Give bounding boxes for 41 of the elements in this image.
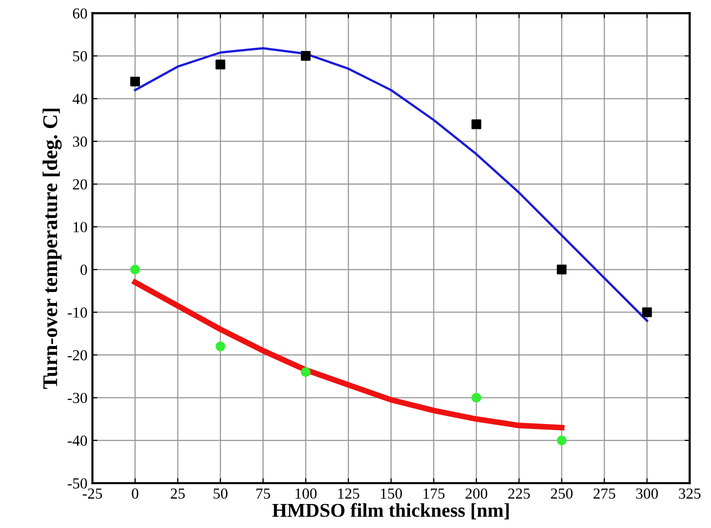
- point: [472, 392, 482, 403]
- x-tick-label: 0: [132, 488, 138, 499]
- x-tick-label: 250: [550, 488, 573, 499]
- x-tick-label: 325: [678, 488, 701, 499]
- x-axis-title: HMDSO film thickness [nm]: [272, 503, 509, 520]
- y-tick-label: 20: [72, 179, 87, 190]
- x-tick-label: 275: [594, 488, 616, 499]
- point: [556, 436, 567, 446]
- point: [472, 119, 482, 130]
- y-tick-label: -10: [68, 307, 87, 318]
- line-series: [134, 47, 648, 322]
- point: [300, 367, 311, 377]
- x-tick-label: -25: [82, 488, 102, 499]
- x-tick-label: 300: [636, 488, 658, 499]
- y-tick-label: -50: [68, 478, 87, 489]
- y-tick-label: 40: [72, 94, 87, 104]
- y-tick-label: 0: [80, 264, 87, 275]
- y-tick-label: -30: [68, 392, 87, 404]
- y-tick-label: 50: [73, 51, 87, 62]
- x-tick-label: 100: [296, 488, 317, 499]
- x-tick-label: 200: [466, 488, 488, 499]
- y-axis-title: Turn-over temperature [deg. C]: [42, 108, 62, 389]
- x-tick-label: 175: [424, 488, 445, 499]
- x-tick-label: 25: [170, 488, 185, 499]
- point: [300, 51, 311, 61]
- x-tick-label: 50: [214, 488, 228, 499]
- point: [130, 76, 140, 86]
- point: [216, 60, 226, 70]
- x-tick-label: 125: [338, 488, 360, 499]
- point: [130, 264, 140, 274]
- y-tick-label: 10: [74, 222, 87, 232]
- x-tick-label: 150: [380, 488, 402, 499]
- y-tick-label: -20: [68, 350, 87, 360]
- x-tick-label: 225: [508, 488, 530, 499]
- x-tick-label: 75: [256, 488, 270, 499]
- y-tick-label: 30: [73, 136, 87, 147]
- point: [642, 307, 652, 318]
- y-tick-label: -40: [68, 436, 87, 446]
- point: [556, 264, 567, 274]
- y-tick-label: 60: [72, 8, 87, 19]
- point: [216, 342, 226, 352]
